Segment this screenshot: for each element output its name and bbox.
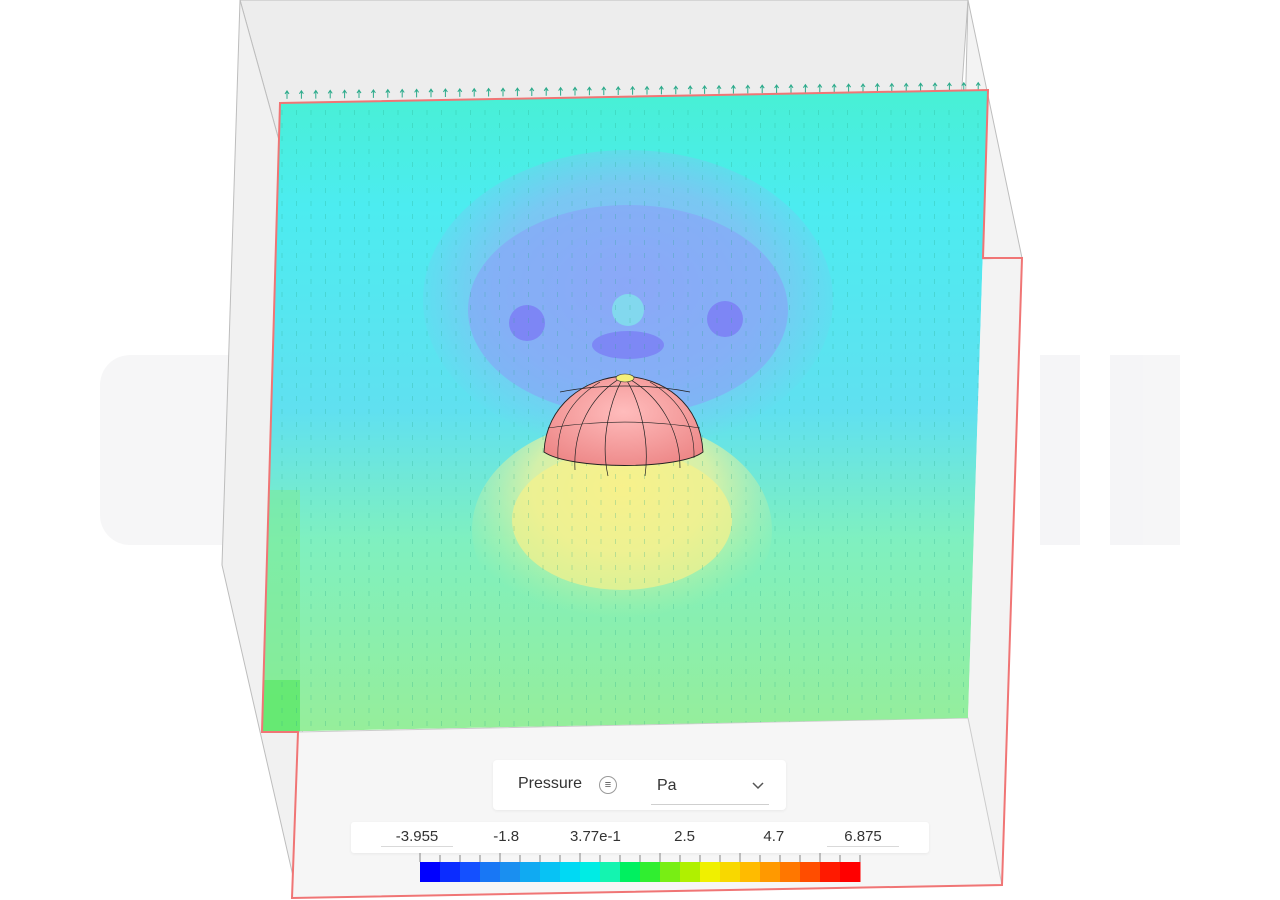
vector-glyph bbox=[486, 87, 492, 97]
color-scale-segment bbox=[460, 862, 481, 882]
vector-glyph bbox=[529, 87, 535, 96]
color-scale-segment bbox=[580, 862, 601, 882]
scale-label-underline bbox=[381, 846, 453, 847]
vector-glyph bbox=[298, 89, 304, 99]
scale-labels-panel: -3.955 -1.8 3.77e-1 2.5 4.7 6.875 bbox=[351, 822, 929, 853]
color-scale-segment bbox=[840, 862, 861, 882]
vector-glyph bbox=[932, 82, 938, 92]
vector-glyph bbox=[385, 88, 391, 98]
scale-tick-label: -3.955 bbox=[395, 828, 439, 845]
color-scale-segment bbox=[680, 862, 701, 882]
vector-glyph bbox=[759, 84, 765, 94]
hemisphere-object[interactable] bbox=[543, 373, 704, 477]
cut-plane-outline bbox=[260, 88, 1024, 900]
vector-glyph bbox=[586, 86, 592, 96]
vector-glyph bbox=[831, 83, 837, 93]
scale-tick-label: 4.7 bbox=[763, 828, 785, 845]
scale-label-underline bbox=[827, 846, 899, 847]
color-scale-segment bbox=[820, 862, 841, 882]
vector-glyph bbox=[601, 86, 607, 96]
vector-glyph bbox=[284, 90, 290, 99]
background-watermark bbox=[100, 355, 1180, 545]
vector-glyph bbox=[802, 83, 808, 93]
field-label: Pressure bbox=[518, 775, 583, 792]
vector-glyph bbox=[673, 85, 679, 95]
scale-tick-label: 2.5 bbox=[674, 828, 696, 845]
color-scale-segment bbox=[780, 862, 801, 882]
vector-glyph bbox=[874, 82, 880, 92]
vector-glyph bbox=[543, 86, 549, 96]
vector-glyph bbox=[615, 86, 621, 95]
vector-glyph bbox=[946, 82, 952, 91]
vector-glyph bbox=[918, 82, 924, 92]
color-scale-segment bbox=[660, 862, 681, 882]
vector-glyph bbox=[774, 84, 780, 94]
vector-glyph bbox=[572, 86, 578, 96]
color-scale-segment bbox=[520, 862, 541, 882]
vector-glyph bbox=[658, 85, 664, 95]
color-scale-segment bbox=[600, 862, 621, 882]
color-scale-segment bbox=[620, 862, 641, 882]
vector-glyph bbox=[745, 84, 751, 94]
chevron-down-icon bbox=[752, 782, 764, 790]
vector-glyph bbox=[500, 87, 506, 97]
vector-glyph bbox=[788, 83, 794, 93]
vector-glyph bbox=[457, 87, 463, 97]
vector-glyph bbox=[860, 83, 866, 93]
vector-glyph bbox=[716, 84, 722, 94]
vector-glyph bbox=[356, 89, 362, 99]
vector-glyph bbox=[414, 88, 420, 98]
vector-glyph bbox=[889, 82, 895, 92]
color-scale-segment bbox=[420, 862, 441, 882]
color-scale-segment bbox=[640, 862, 661, 882]
velocity-vector-field bbox=[281, 110, 979, 726]
color-scale-segment bbox=[800, 862, 821, 882]
color-scale-segment bbox=[760, 862, 781, 882]
vector-glyph bbox=[313, 89, 319, 99]
color-scale-segment bbox=[480, 862, 501, 882]
color-scale-segment bbox=[700, 862, 721, 882]
vector-glyph bbox=[514, 87, 520, 97]
unit-dropdown[interactable]: Pa bbox=[651, 768, 769, 805]
vector-glyph bbox=[630, 85, 636, 95]
color-scale-segment bbox=[440, 862, 461, 882]
vector-glyph bbox=[903, 82, 909, 92]
color-scale-segment bbox=[500, 862, 521, 882]
color-scale-segment bbox=[560, 862, 581, 882]
vector-glyph bbox=[442, 88, 448, 98]
vector-glyph bbox=[471, 87, 477, 97]
scale-tick-label: 6.875 bbox=[844, 828, 882, 845]
vector-glyph bbox=[370, 88, 376, 98]
vector-glyph bbox=[687, 85, 693, 95]
vector-glyph bbox=[644, 85, 650, 95]
vector-glyph bbox=[558, 86, 564, 96]
vector-glyph bbox=[327, 89, 333, 99]
color-scale-segment bbox=[720, 862, 741, 882]
result-field-panel: Pressure ≡ Pa bbox=[493, 760, 786, 810]
unit-value: Pa bbox=[657, 777, 677, 794]
vector-glyph bbox=[817, 83, 823, 93]
vector-glyph bbox=[702, 85, 708, 94]
vector-glyph bbox=[399, 88, 405, 98]
list-icon[interactable]: ≡ bbox=[599, 776, 617, 794]
vector-glyph bbox=[428, 88, 434, 98]
color-scale-segment bbox=[740, 862, 761, 882]
vector-glyph bbox=[846, 83, 852, 93]
vector-glyph bbox=[730, 84, 736, 94]
color-scale-segment bbox=[540, 862, 561, 882]
scale-tick-label: 3.77e-1 bbox=[569, 828, 621, 845]
vector-glyph bbox=[342, 89, 348, 99]
inlet-vector-row bbox=[284, 81, 981, 99]
scale-tick-label: -1.8 bbox=[493, 828, 520, 845]
